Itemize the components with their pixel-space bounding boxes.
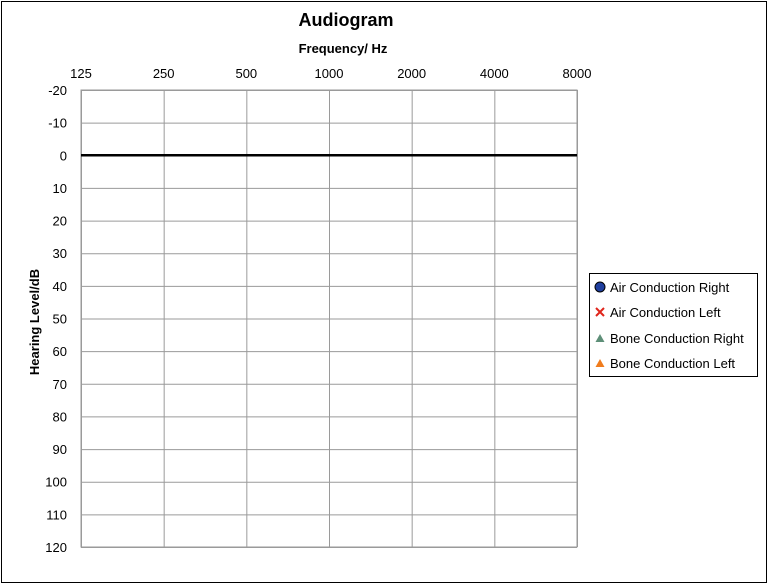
y-tick-label: 0 (60, 148, 67, 163)
y-tick-label: 100 (45, 475, 67, 490)
legend-label: Bone Conduction Right (610, 330, 744, 346)
plot-area (80, 89, 578, 548)
x-marker-icon (594, 306, 606, 318)
y-tick-label: 80 (53, 409, 67, 424)
legend-item-air-left: Air Conduction Left (594, 302, 721, 322)
y-tick-label: 60 (53, 344, 67, 359)
x-tick-label: 2000 (397, 66, 426, 81)
x-tick-label: 8000 (563, 66, 592, 81)
x-tick-label: 500 (235, 66, 257, 81)
x-tick-label: 125 (70, 66, 92, 81)
x-tick-labels: 125 250 500 1000 2000 4000 8000 (70, 66, 591, 81)
y-tick-labels: -20 -10 0 10 20 30 40 50 60 70 80 90 100 110 120 (45, 83, 67, 555)
y-tick-label: 90 (53, 442, 67, 457)
legend: Air Conduction Right Air Conduction Left… (589, 273, 758, 377)
chart-title: Audiogram (298, 10, 393, 30)
y-tick-label: 20 (53, 214, 67, 229)
triangle-marker-icon (594, 332, 606, 344)
x-tick-label: 4000 (480, 66, 509, 81)
triangle-marker-icon (594, 357, 606, 369)
y-tick-label: 50 (53, 312, 67, 327)
x-tick-label: 250 (153, 66, 175, 81)
legend-item-bone-left: Bone Conduction Left (594, 353, 735, 373)
y-tick-label: 40 (53, 279, 67, 294)
y-tick-label: 10 (53, 181, 67, 196)
x-axis-label: Frequency/ Hz (299, 41, 388, 56)
y-axis-label: Hearing Level/dB (27, 269, 42, 375)
legend-label: Air Conduction Left (610, 304, 721, 320)
legend-label: Bone Conduction Left (610, 355, 736, 371)
circle-marker-icon (594, 281, 606, 293)
x-tick-label: 1000 (315, 66, 344, 81)
y-tick-label: 120 (45, 540, 67, 555)
y-tick-label: 30 (53, 246, 67, 261)
y-tick-label: -20 (48, 83, 67, 98)
y-tick-label: -10 (48, 116, 67, 131)
legend-item-bone-right: Bone Conduction Right (594, 328, 744, 348)
legend-label: Air Conduction Right (610, 279, 730, 295)
y-tick-label: 70 (53, 377, 67, 392)
y-tick-label: 110 (46, 507, 67, 522)
legend-item-air-right: Air Conduction Right (594, 277, 729, 297)
